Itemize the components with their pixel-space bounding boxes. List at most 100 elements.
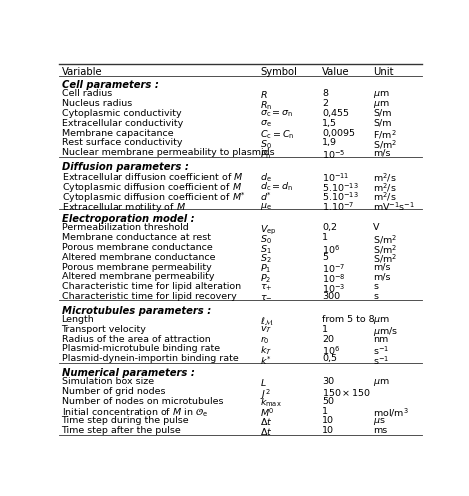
Text: 5: 5 [322,253,328,262]
Text: $\sigma_{\mathrm{c}} = \sigma_{\mathrm{n}}$: $\sigma_{\mathrm{c}} = \sigma_{\mathrm{n… [260,109,294,120]
Text: 0,2: 0,2 [322,224,337,233]
Text: Numerical parameters :: Numerical parameters : [61,368,195,378]
Text: Porous membrane permeability: Porous membrane permeability [61,263,211,272]
Text: $S_0$: $S_0$ [260,233,272,246]
Text: $10^{6}$: $10^{6}$ [322,243,340,255]
Text: Porous membrane conductance: Porous membrane conductance [61,243,212,252]
Text: S/m$^{2}$: S/m$^{2}$ [373,138,397,151]
Text: Plasmid-microtubule binding rate: Plasmid-microtubule binding rate [61,344,219,354]
Text: Electroporation model :: Electroporation model : [61,214,194,224]
Text: Permeabilization threshold: Permeabilization threshold [61,224,188,233]
Text: $d^{*}$: $d^{*}$ [260,191,272,203]
Text: 10: 10 [322,416,334,426]
Text: $\Delta t$: $\Delta t$ [260,416,273,428]
Text: $10^{-11}$: $10^{-11}$ [322,171,350,184]
Text: Nucleus radius: Nucleus radius [61,99,132,108]
Text: Cytoplasmic conductivity: Cytoplasmic conductivity [61,109,181,118]
Text: Extracellular diffusion coefficient of $M$: Extracellular diffusion coefficient of $… [61,171,243,182]
Text: $\tau_{-}$: $\tau_{-}$ [260,292,273,301]
Text: $P_2$: $P_2$ [260,272,272,285]
Text: Altered membrane permeability: Altered membrane permeability [61,272,214,282]
Text: $10^{-3}$: $10^{-3}$ [322,282,346,295]
Text: Variable: Variable [61,67,102,77]
Text: $\mu$m: $\mu$m [373,315,390,326]
Text: $\mu$m: $\mu$m [373,377,390,388]
Text: $r_0$: $r_0$ [260,335,270,346]
Text: mol/m$^{3}$: mol/m$^{3}$ [373,407,409,419]
Text: 10: 10 [322,426,334,435]
Text: $M^{0}$: $M^{0}$ [260,407,275,419]
Text: Extracellular motility of $M$: Extracellular motility of $M$ [61,200,186,214]
Text: $V_{\mathrm{ep}}$: $V_{\mathrm{ep}}$ [260,224,277,237]
Text: $d_{\mathrm{c}} = d_{\mathrm{n}}$: $d_{\mathrm{c}} = d_{\mathrm{n}}$ [260,181,294,193]
Text: Characteristic time for lipid recovery: Characteristic time for lipid recovery [61,292,236,301]
Text: $\mu$m: $\mu$m [373,89,390,100]
Text: Radius of the area of attraction: Radius of the area of attraction [61,335,210,344]
Text: s: s [373,282,378,291]
Text: 2: 2 [322,99,328,108]
Text: Plasmid-dynein-importin binding rate: Plasmid-dynein-importin binding rate [61,354,238,363]
Text: Cytoplasmic diffusion coefficient of $M^{*}$: Cytoplasmic diffusion coefficient of $M^… [61,191,246,205]
Text: m/s: m/s [373,148,391,157]
Text: mV$^{-1}$s$^{-1}$: mV$^{-1}$s$^{-1}$ [373,200,415,213]
Text: 300: 300 [322,292,340,301]
Text: $\sigma_{\mathrm{e}}$: $\sigma_{\mathrm{e}}$ [260,119,272,129]
Text: S/m$^{2}$: S/m$^{2}$ [373,253,397,265]
Text: Value: Value [322,67,350,77]
Text: $10^{-5}$: $10^{-5}$ [322,148,346,161]
Text: 0,455: 0,455 [322,109,349,118]
Text: Membrane capacitance: Membrane capacitance [61,128,173,137]
Text: Unit: Unit [373,67,393,77]
Text: $S_0$: $S_0$ [260,138,272,151]
Text: $10^{6}$: $10^{6}$ [322,344,340,357]
Text: 0,0095: 0,0095 [322,128,355,137]
Text: Time step during the pulse: Time step during the pulse [61,416,189,426]
Text: $J^{2}$: $J^{2}$ [260,387,271,402]
Text: $C_{\mathrm{c}} = C_{\mathrm{n}}$: $C_{\mathrm{c}} = C_{\mathrm{n}}$ [260,128,295,141]
Text: Number of grid nodes: Number of grid nodes [61,387,165,396]
Text: Length: Length [61,315,94,324]
Text: 1: 1 [322,325,328,334]
Text: $5.10^{-13}$: $5.10^{-13}$ [322,181,359,193]
Text: $10^{-8}$: $10^{-8}$ [322,272,346,285]
Text: $k^{*}$: $k^{*}$ [260,354,272,367]
Text: Altered membrane conductance: Altered membrane conductance [61,253,215,262]
Text: $S_2$: $S_2$ [260,253,272,265]
Text: Cell parameters :: Cell parameters : [61,80,159,90]
Text: 8: 8 [322,89,328,98]
Text: $150 \times 150$: $150 \times 150$ [322,387,371,398]
Text: m$^{2}$/s: m$^{2}$/s [373,191,397,203]
Text: $R_{\mathrm{n}}$: $R_{\mathrm{n}}$ [260,99,272,112]
Text: Transport velocity: Transport velocity [61,325,146,334]
Text: $10^{-7}$: $10^{-7}$ [322,263,346,275]
Text: $\ell_{\mathcal{M}}$: $\ell_{\mathcal{M}}$ [260,315,274,327]
Text: $P_1$: $P_1$ [260,263,272,275]
Text: $\mu$m/s: $\mu$m/s [373,325,398,338]
Text: Symbol: Symbol [260,67,297,77]
Text: 1,5: 1,5 [322,119,337,128]
Text: Initial concentration of $M$ in $\mathcal{O}_{\mathrm{e}}$: Initial concentration of $M$ in $\mathca… [61,407,208,419]
Text: $k_{\mathrm{max}}$: $k_{\mathrm{max}}$ [260,397,282,409]
Text: m/s: m/s [373,272,391,282]
Text: $\mu_{\mathrm{e}}$: $\mu_{\mathrm{e}}$ [260,200,272,211]
Text: m$^{2}$/s: m$^{2}$/s [373,171,397,184]
Text: $\Delta t$: $\Delta t$ [260,426,273,437]
Text: 1,9: 1,9 [322,138,337,147]
Text: Cell radius: Cell radius [61,89,112,98]
Text: Diffusion parameters :: Diffusion parameters : [61,162,189,172]
Text: 50: 50 [322,397,334,406]
Text: S/m: S/m [373,109,392,118]
Text: S/m: S/m [373,119,392,128]
Text: Number of nodes on microtubules: Number of nodes on microtubules [61,397,223,406]
Text: $\tau_{+}$: $\tau_{+}$ [260,282,273,293]
Text: Cytoplasmic diffusion coefficient of $M$: Cytoplasmic diffusion coefficient of $M$ [61,181,242,194]
Text: s$^{-1}$: s$^{-1}$ [373,354,389,367]
Text: 1: 1 [322,407,328,416]
Text: 1: 1 [322,233,328,242]
Text: 0,5: 0,5 [322,354,337,363]
Text: F/m$^{2}$: F/m$^{2}$ [373,128,397,141]
Text: $S_1$: $S_1$ [260,243,272,255]
Text: Microtubules parameters :: Microtubules parameters : [61,306,211,316]
Text: $L$: $L$ [260,377,267,388]
Text: from 5 to 8: from 5 to 8 [322,315,375,324]
